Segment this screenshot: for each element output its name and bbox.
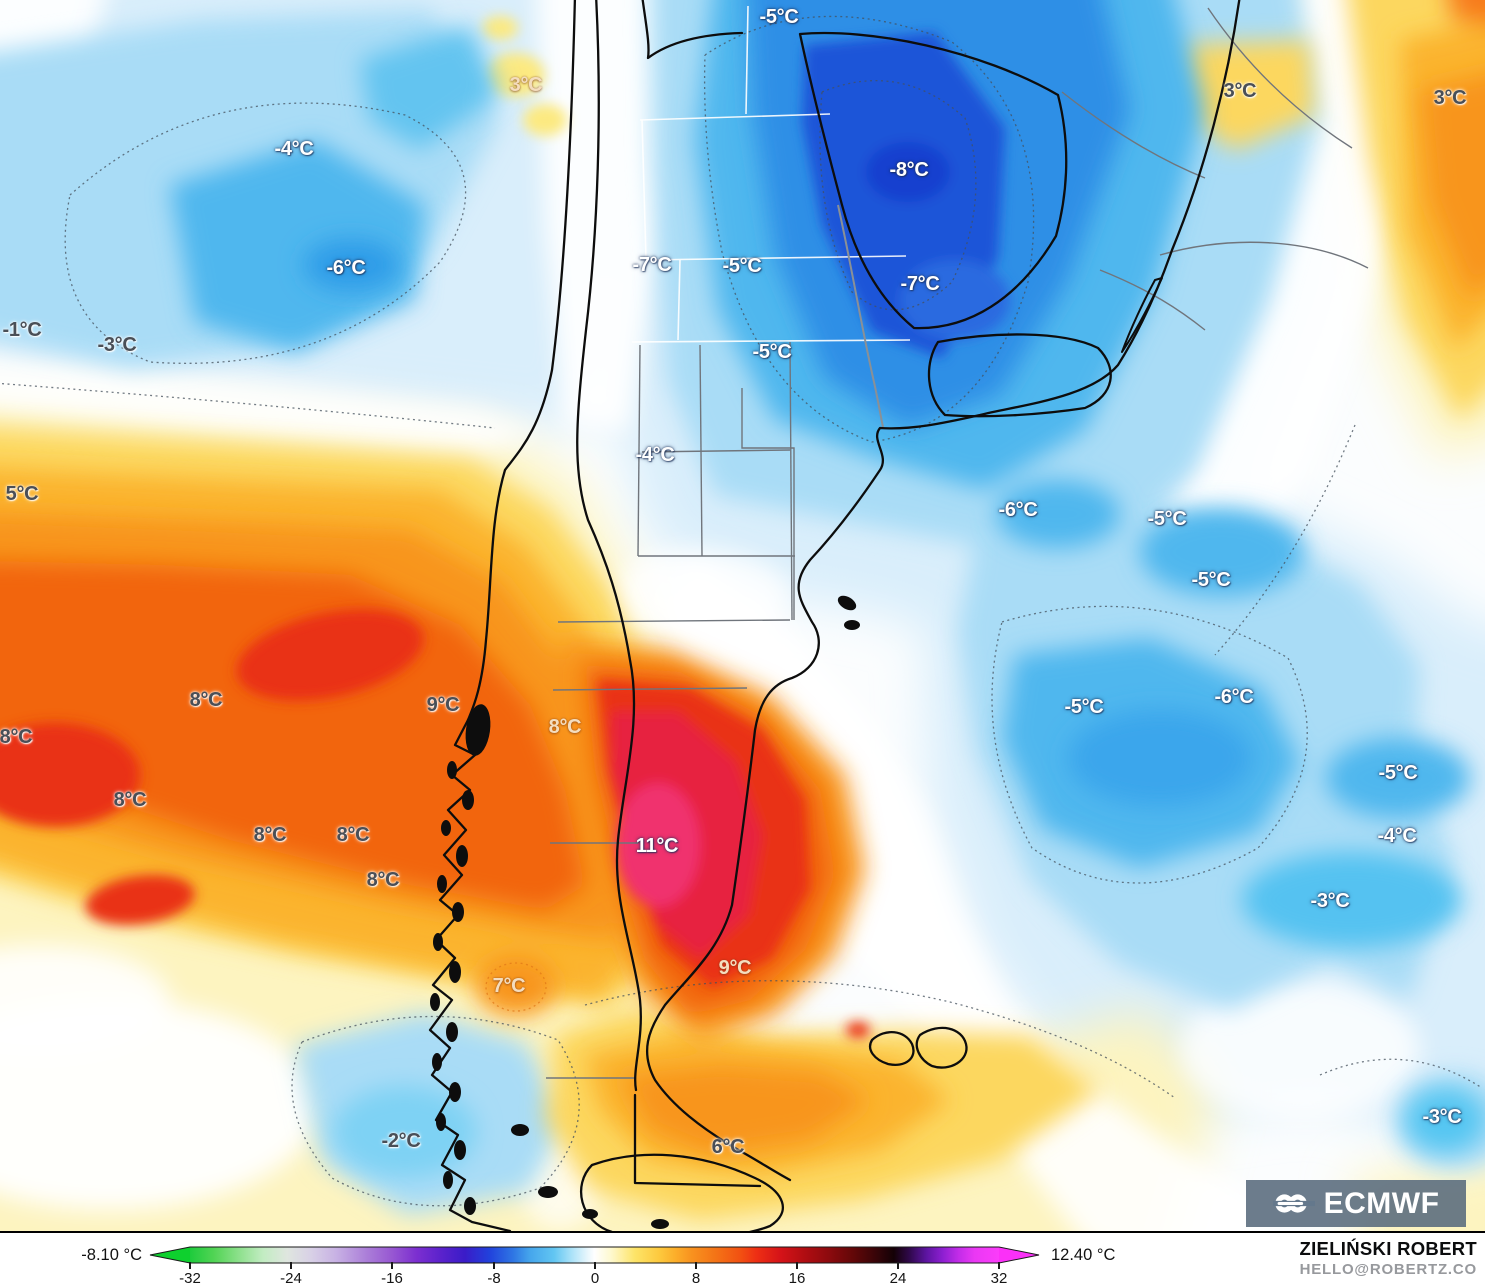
colorbar-gradient bbox=[190, 1247, 999, 1263]
tick-mark bbox=[796, 1262, 798, 1269]
ecmwf-logo-plate: ECMWF bbox=[1246, 1180, 1466, 1227]
temperature-anomaly-field bbox=[0, 0, 1485, 1231]
tick-mark bbox=[998, 1262, 1000, 1269]
ecmwf-logo-text: ECMWF bbox=[1323, 1186, 1440, 1220]
tick-label: -8 bbox=[487, 1270, 501, 1287]
attribution: ZIELIŃSKI ROBERT HELLO@ROBERTZ.CO bbox=[1300, 1238, 1477, 1279]
coastlines bbox=[428, 0, 1241, 1231]
colorbar-left-arrow bbox=[150, 1247, 190, 1263]
tick-mark bbox=[290, 1262, 292, 1269]
map-canvas: 3°C -4°C -6°C -1°C -3°C -5°C -8°C -7°C -5°C -7°C -… bbox=[0, 0, 1485, 1233]
neutral-zones bbox=[0, 0, 1427, 1231]
author-name: ZIELIŃSKI ROBERT bbox=[1299, 1238, 1477, 1259]
province-borders-north bbox=[631, 5, 911, 343]
tick-mark bbox=[897, 1262, 899, 1269]
tick-mark bbox=[493, 1262, 495, 1269]
ecmwf-logo-icon bbox=[1272, 1194, 1315, 1213]
tick-label: 24 bbox=[889, 1270, 907, 1287]
hot-cores bbox=[0, 609, 870, 1038]
tick-mark bbox=[695, 1262, 697, 1269]
colorbar-max-label: 12.40 °C bbox=[1051, 1246, 1116, 1264]
tick-label: 0 bbox=[590, 1270, 600, 1287]
colorbar bbox=[149, 1246, 1040, 1264]
province-borders bbox=[546, 7, 1369, 1079]
tick-label: -24 bbox=[280, 1270, 302, 1287]
tick-mark bbox=[189, 1262, 191, 1269]
colorbar-right-arrow bbox=[999, 1247, 1039, 1263]
fjord-islands bbox=[430, 595, 860, 1229]
tick-label: 32 bbox=[990, 1270, 1008, 1287]
tick-label: -16 bbox=[381, 1270, 403, 1287]
yellow-spots bbox=[482, 16, 567, 136]
tick-label: 16 bbox=[788, 1270, 806, 1287]
tick-mark bbox=[594, 1262, 596, 1269]
author-contact: HELLO@ROBERTZ.CO bbox=[1299, 1261, 1477, 1279]
tick-label: -32 bbox=[179, 1270, 201, 1287]
colorbar-min-label: -8.10 °C bbox=[81, 1246, 142, 1264]
contour-lines bbox=[0, 15, 1483, 1207]
tick-label: 8 bbox=[691, 1270, 701, 1287]
tick-mark bbox=[391, 1262, 393, 1269]
